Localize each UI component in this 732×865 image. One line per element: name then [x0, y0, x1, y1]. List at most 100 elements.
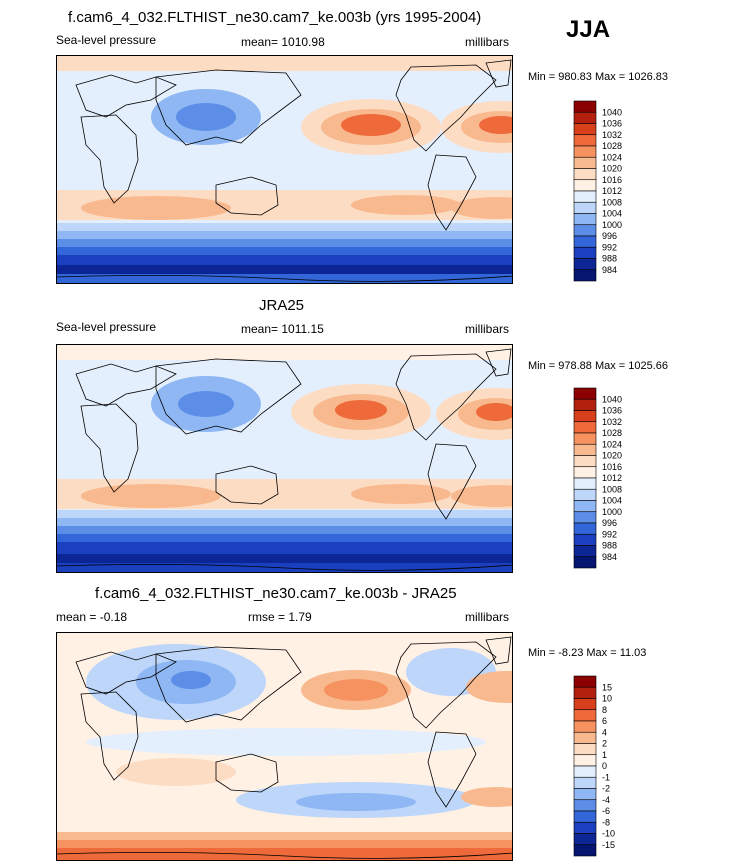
colorbar-tick-label: 1032	[602, 417, 622, 427]
colorbar-tick-label: 996	[602, 231, 617, 241]
colorbar-tick-label: 0	[602, 761, 607, 771]
southern-ocean-band-1	[56, 223, 513, 231]
map-frame	[56, 344, 513, 573]
season-label: JJA	[566, 16, 611, 43]
colorbar-tick-label: 1000	[602, 507, 622, 517]
colorbar-swatch	[573, 156, 597, 169]
panel-3-units-label: millibars	[465, 610, 510, 624]
panel-3-map-svg	[56, 632, 513, 861]
greenland-coastline	[485, 59, 512, 88]
southern-ocean-band-3	[56, 526, 513, 534]
southern-ocean-band-6	[56, 265, 513, 274]
colorbar-swatch	[573, 844, 597, 857]
map-frame	[56, 55, 513, 284]
asian-low-core	[176, 103, 236, 131]
colorbar-tick-label: 6	[602, 716, 607, 726]
colorbar-tick-label: 1004	[602, 496, 622, 506]
colorbar-swatch	[573, 190, 597, 203]
north-atlantic-positive	[466, 671, 513, 703]
north-pacific-high-core	[335, 400, 387, 420]
panel-3-title: f.cam6_4_032.FLTHIST_ne30.cam7_ke.003b -…	[95, 585, 457, 602]
colorbar-swatch	[573, 410, 597, 423]
colorbar-tick-label: 988	[602, 254, 617, 264]
colorbar-swatch	[573, 134, 597, 147]
antarctica-coastline	[56, 564, 513, 571]
tropical-negative	[86, 728, 486, 756]
southern-ocean-band-2	[56, 518, 513, 526]
panel-1-minmax-label: Min = 980.83 Max = 1026.83	[528, 71, 669, 83]
panel-2-variable-label: Sea-level pressure	[56, 320, 157, 334]
colorbar-tick-label: 1032	[602, 130, 622, 140]
north-pacific-high-core	[341, 114, 401, 136]
colorbar-tick-label: 1016	[602, 175, 622, 185]
colorbar-swatch	[573, 754, 597, 767]
antarctic-positive-band-2	[56, 840, 513, 848]
panel-3-colorbar: 15 10 8 6 4 2 1 0 -1 -2 -4 -6 -8 -10 -15	[573, 675, 634, 857]
colorbar-tick-label: 10	[602, 694, 612, 704]
colorbar-tick-label: 1024	[602, 439, 622, 449]
europe-coastline	[75, 651, 177, 695]
panel-2-colorbar: 1040 1036 1032 1028 1024 1020 1016 1012 1008 1004…	[573, 387, 634, 569]
colorbar-swatch	[573, 477, 597, 490]
colorbar-tick-label: 1028	[602, 428, 622, 438]
asia-coastline	[155, 69, 302, 146]
indian-ocean-high	[81, 196, 231, 220]
central-asia-core	[171, 671, 211, 689]
colorbar-tick-label: 8	[602, 705, 607, 715]
africa-coastline	[80, 114, 139, 204]
colorbar-swatch	[573, 698, 597, 711]
colorbar-swatch	[573, 111, 597, 124]
southern-ocean-band-5	[56, 542, 513, 554]
panel-2-minmax-label: Min = 978.88 Max = 1025.66	[528, 360, 669, 372]
colorbar-swatch	[573, 720, 597, 733]
colorbar-swatch	[573, 432, 597, 445]
colorbar-swatch	[573, 799, 597, 812]
colorbar-swatch	[573, 765, 597, 778]
greenland-coastline	[485, 636, 512, 665]
colorbar-tick-label: 15	[602, 682, 612, 692]
colorbar-tick-label: 996	[602, 518, 617, 528]
colorbar-swatch	[573, 224, 597, 237]
colorbar-swatch	[573, 500, 597, 513]
colorbar-swatch	[573, 145, 597, 158]
panel-3-rmse-label: rmse = 1.79	[248, 610, 312, 624]
panel-1-units-label: millibars	[465, 35, 510, 49]
colorbar-swatch	[573, 466, 597, 479]
colorbar-tick-label: 1	[602, 750, 607, 760]
south-america-coastline	[427, 154, 477, 231]
colorbar-swatch	[573, 776, 597, 789]
panel-1-map	[56, 55, 513, 284]
indian-ocean-positive	[116, 758, 236, 786]
colorbar-swatch	[573, 258, 597, 271]
panel-1-variable-label: Sea-level pressure	[56, 33, 157, 47]
colorbar-swatch	[573, 398, 597, 411]
south-pacific-core	[296, 793, 416, 811]
azores-high-core	[479, 116, 513, 134]
colorbar-swatch	[573, 443, 597, 456]
north-polar-band	[56, 344, 513, 360]
colorbar-tick-label: 1040	[602, 107, 622, 117]
colorbar-tick-label: -1	[602, 772, 610, 782]
southern-ocean-band-1	[56, 510, 513, 518]
colorbar-tick-label: 1024	[602, 152, 622, 162]
south-pacific-high	[351, 195, 461, 215]
colorbar-swatch	[573, 731, 597, 744]
colorbar-swatch	[573, 235, 597, 248]
panel-2-units-label: millibars	[465, 322, 510, 336]
colorbar-tick-label: -8	[602, 817, 610, 827]
panel-3-mean-label: mean = -0.18	[56, 610, 128, 624]
panel-2-mean-label: mean= 1011.15	[241, 322, 324, 336]
colorbar-swatch	[573, 522, 597, 535]
colorbar-swatch	[573, 686, 597, 699]
colorbar-swatch	[573, 455, 597, 468]
australia-coastline	[215, 465, 279, 505]
colorbar-tick-label: 988	[602, 541, 617, 551]
australia-coastline	[215, 753, 279, 793]
colorbar-tick-label: -15	[602, 840, 615, 850]
colorbar-tick-label: 1008	[602, 484, 622, 494]
australia-coastline	[215, 176, 279, 216]
colorbar-swatch	[573, 488, 597, 501]
south-america-coastline	[427, 443, 477, 520]
colorbar-tick-label: 1008	[602, 197, 622, 207]
